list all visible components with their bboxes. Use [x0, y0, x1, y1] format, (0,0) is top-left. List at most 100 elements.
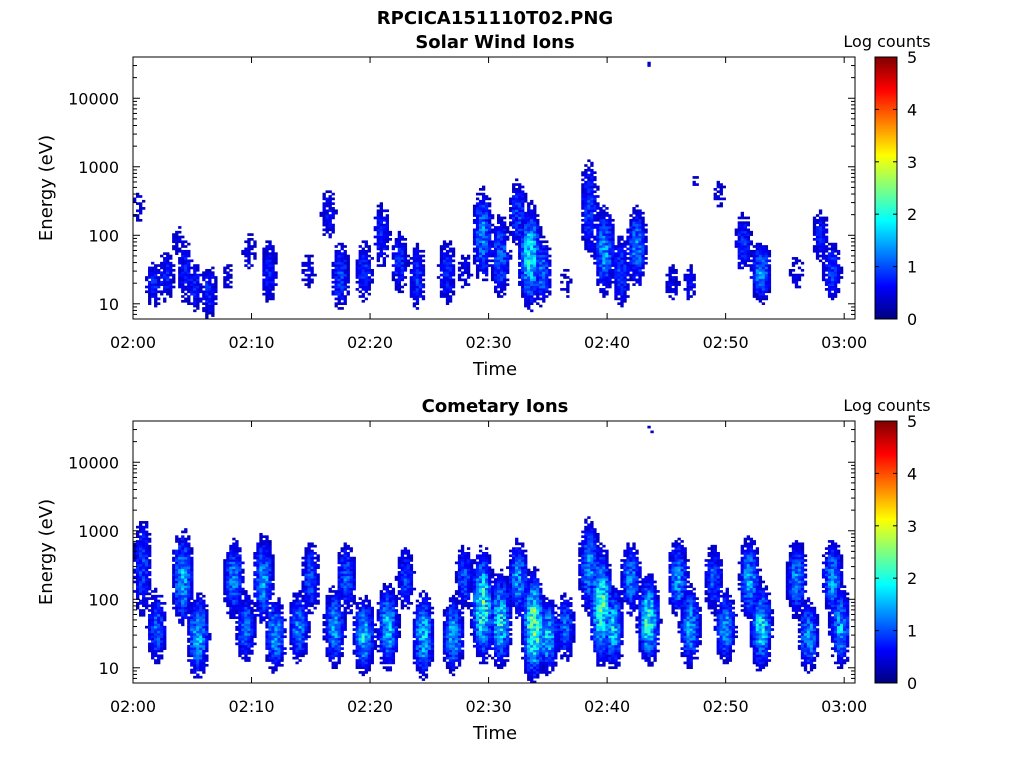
spectrogram-cell	[536, 233, 540, 236]
spectrogram-cell	[280, 611, 284, 615]
spectrogram-cell	[376, 214, 380, 217]
spectrogram-cell	[184, 254, 188, 258]
spectrogram-cell	[818, 247, 823, 251]
spectrogram-cell	[265, 632, 269, 636]
spectrogram-cell	[232, 563, 236, 567]
spectrogram-cell	[202, 661, 206, 665]
spectrogram-cell	[836, 288, 841, 291]
spectrogram-cell	[512, 235, 516, 239]
spectrogram-cell	[623, 292, 627, 296]
spectrogram-cell	[620, 280, 624, 284]
spectrogram-cell	[298, 625, 302, 629]
spectrogram-cell	[530, 276, 534, 279]
spectrogram-cell	[262, 587, 266, 591]
spectrogram-cell	[367, 276, 371, 279]
spectrogram-cell	[187, 602, 191, 605]
spectrogram-cell	[524, 290, 528, 294]
spectrogram-cell	[590, 199, 594, 203]
spectrogram-cell	[818, 228, 823, 232]
spectrogram-cell	[397, 233, 402, 236]
spectrogram-cell	[590, 197, 594, 201]
spectrogram-cell	[355, 268, 359, 272]
spectrogram-cell	[232, 616, 236, 619]
spectrogram-cell	[409, 292, 414, 296]
spectrogram-cell	[256, 547, 260, 550]
spectrogram-cell	[301, 652, 305, 655]
spectrogram-cell	[397, 240, 402, 244]
spectrogram-cell	[626, 238, 630, 241]
spectrogram-cell	[605, 254, 609, 258]
spectrogram-cell	[460, 285, 465, 289]
spectrogram-cell	[818, 259, 823, 263]
spectrogram-cell	[247, 625, 251, 629]
spectrogram-cell	[445, 266, 450, 270]
spectrogram-cell	[400, 273, 405, 277]
spectrogram-cell	[178, 594, 182, 598]
spectrogram-cell	[457, 276, 462, 279]
spectrogram-cell	[478, 228, 483, 232]
spectrogram-cell	[208, 635, 212, 639]
spectrogram-cell	[536, 223, 540, 227]
spectrogram-cell	[133, 199, 137, 203]
spectrogram-cell	[262, 540, 266, 543]
spectrogram-cell	[268, 635, 272, 639]
spectrogram-cell	[298, 632, 302, 636]
spectrogram-cell	[268, 580, 272, 584]
spectrogram-cell	[346, 278, 350, 282]
spectrogram-cell	[307, 585, 311, 589]
spectrogram-cell	[184, 566, 188, 569]
spectrogram-cell	[530, 252, 534, 255]
spectrogram-cell	[148, 609, 152, 612]
spectrogram-cell	[196, 625, 200, 629]
spectrogram-cell	[268, 292, 272, 296]
spectrogram-cell	[361, 278, 365, 282]
spectrogram-cell	[764, 261, 769, 265]
spectrogram-cell	[265, 575, 269, 579]
spectrogram-cell	[196, 292, 200, 296]
spectrogram-cell	[232, 544, 236, 548]
spectrogram-cell	[304, 568, 308, 572]
spectrogram-cell	[527, 290, 531, 294]
spectrogram-cell	[181, 295, 185, 298]
spectrogram-cell	[617, 271, 621, 275]
spectrogram-cell	[641, 261, 645, 265]
spectrogram-cell	[337, 283, 341, 286]
spectrogram-cell	[325, 202, 329, 205]
spectrogram-cell	[743, 240, 747, 244]
spectrogram-cell	[641, 228, 645, 232]
spectrogram-cell	[614, 285, 618, 289]
spectrogram-cell	[223, 285, 227, 289]
spectrogram-cell	[193, 663, 197, 667]
spectrogram-cell	[581, 202, 585, 205]
spectrogram-cell	[391, 257, 396, 260]
spectrogram-cell	[205, 283, 209, 286]
x-tick-label: 02:20	[347, 333, 393, 352]
spectrogram-cell	[169, 295, 173, 298]
spectrogram-cell	[304, 637, 308, 641]
spectrogram-cell	[268, 261, 272, 265]
spectrogram-cell	[154, 609, 158, 612]
spectrogram-cell	[361, 273, 365, 277]
spectrogram-cell	[301, 571, 305, 574]
spectrogram-cell	[418, 288, 423, 291]
spectrogram-cell	[148, 292, 152, 296]
spectrogram-cell	[596, 266, 600, 270]
spectrogram-cell	[166, 280, 170, 284]
spectrogram-cell	[301, 623, 305, 627]
spectrogram-cell	[337, 307, 341, 310]
spectrogram-cell	[533, 252, 537, 255]
spectrogram-cell	[208, 307, 212, 310]
spectrogram-cell	[536, 214, 540, 217]
spectrogram-cell	[824, 254, 829, 258]
spectrogram-cell	[830, 257, 835, 260]
spectrogram-cell	[536, 249, 540, 253]
spectrogram-cell	[475, 264, 480, 267]
spectrogram-cell	[274, 628, 278, 631]
spectrogram-cell	[226, 276, 230, 279]
spectrogram-cell	[412, 278, 417, 282]
spectrogram-cell	[448, 299, 453, 303]
spectrogram-cell	[584, 242, 588, 246]
spectrogram-cell	[289, 628, 293, 631]
spectrogram-cell	[412, 280, 417, 284]
spectrogram-cell	[818, 218, 823, 222]
